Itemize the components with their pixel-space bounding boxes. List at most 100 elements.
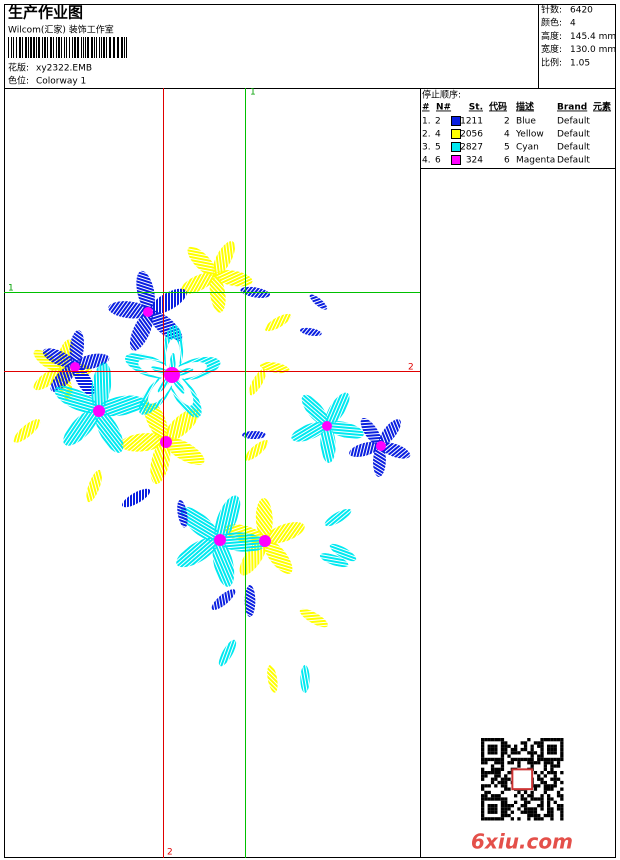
qr-module bbox=[487, 757, 491, 762]
flower-center bbox=[214, 534, 226, 546]
flower-center bbox=[164, 367, 180, 383]
qr-module bbox=[540, 751, 544, 755]
qr-module bbox=[490, 771, 495, 775]
petal bbox=[120, 433, 166, 452]
bar bbox=[109, 37, 111, 58]
description: Yellow bbox=[515, 130, 544, 140]
qr-module bbox=[523, 810, 528, 814]
qr-module bbox=[487, 751, 491, 755]
seq: 2. bbox=[422, 130, 431, 140]
qr-module bbox=[481, 744, 485, 748]
studio: Wilcom(汇家) 装饰工作室 bbox=[8, 24, 114, 36]
petal-shape bbox=[163, 408, 200, 442]
petal bbox=[349, 441, 381, 457]
bar bbox=[19, 37, 21, 58]
petal bbox=[149, 288, 187, 315]
stat-value: 4 bbox=[570, 19, 576, 29]
qr-module bbox=[523, 747, 528, 752]
qr-module bbox=[484, 784, 488, 788]
brand: Default bbox=[557, 117, 590, 127]
qr-module bbox=[490, 804, 495, 808]
bar bbox=[87, 37, 89, 58]
qr-module bbox=[533, 817, 538, 821]
qr-module bbox=[556, 807, 561, 811]
qr-module bbox=[481, 797, 485, 801]
qr-module bbox=[484, 774, 488, 778]
petal bbox=[176, 537, 219, 568]
bar bbox=[66, 37, 67, 58]
petal bbox=[33, 368, 61, 391]
qr-module bbox=[504, 777, 508, 781]
qr-module bbox=[533, 761, 538, 765]
qr-module bbox=[547, 744, 551, 748]
qr-module bbox=[527, 810, 531, 814]
brand: Default bbox=[557, 130, 590, 140]
code: 2 bbox=[504, 117, 510, 127]
petal-shape bbox=[108, 301, 151, 319]
qr-module bbox=[481, 754, 485, 758]
qr-module bbox=[490, 747, 495, 752]
qr-module bbox=[537, 741, 541, 745]
qr-module bbox=[533, 741, 538, 745]
qr-module bbox=[494, 761, 498, 765]
qr-module bbox=[523, 744, 528, 748]
qr-module bbox=[520, 747, 524, 752]
qr-module bbox=[494, 817, 498, 821]
seq: 4. bbox=[422, 156, 431, 166]
petal bbox=[244, 439, 269, 461]
qr-module bbox=[504, 787, 508, 791]
qr-module bbox=[527, 761, 531, 765]
qr-module bbox=[481, 784, 485, 788]
column-header: Brand bbox=[557, 103, 587, 113]
petal bbox=[164, 437, 205, 465]
qr-module bbox=[537, 774, 541, 778]
bar bbox=[126, 37, 127, 58]
qr-module bbox=[560, 817, 564, 821]
petal bbox=[267, 664, 278, 693]
stat-label: 宽度: bbox=[541, 43, 562, 55]
column-header: 代码 bbox=[488, 101, 507, 113]
petal-shape bbox=[63, 408, 100, 446]
petal bbox=[373, 444, 386, 477]
petal-shape bbox=[299, 608, 328, 628]
qr-module bbox=[500, 790, 505, 795]
qr-module bbox=[484, 797, 488, 801]
qr-module bbox=[553, 774, 557, 778]
bar bbox=[85, 37, 86, 58]
qr-module bbox=[540, 741, 544, 745]
qr-module bbox=[550, 757, 554, 762]
seq: 1. bbox=[422, 117, 431, 127]
qr-module bbox=[500, 751, 505, 755]
qr-module bbox=[547, 738, 551, 742]
qr-module bbox=[553, 784, 557, 788]
bar bbox=[113, 37, 115, 58]
petal bbox=[86, 469, 103, 503]
qr-module bbox=[560, 810, 564, 814]
petal-shape bbox=[97, 395, 146, 417]
guide-label: 2 bbox=[408, 363, 414, 373]
qr-module bbox=[507, 804, 511, 808]
petal-shape bbox=[73, 364, 95, 396]
qr-module bbox=[543, 767, 547, 771]
needle: 5 bbox=[435, 143, 441, 153]
petal bbox=[42, 348, 76, 368]
petal-shape bbox=[320, 424, 336, 463]
petal bbox=[129, 311, 153, 351]
stitches: 2056 bbox=[460, 130, 483, 140]
petal bbox=[244, 585, 256, 617]
petal-shape bbox=[120, 433, 166, 452]
code: 5 bbox=[504, 143, 510, 153]
qr-module bbox=[514, 757, 518, 762]
qr-module bbox=[484, 761, 488, 765]
flower-center bbox=[93, 405, 105, 417]
guide-label: 1 bbox=[250, 88, 256, 98]
qr-module bbox=[520, 757, 524, 762]
qr-module bbox=[514, 744, 518, 748]
bar bbox=[72, 37, 73, 58]
qr-module bbox=[500, 757, 505, 762]
qr-module bbox=[560, 797, 564, 801]
petal bbox=[122, 488, 151, 508]
stitches: 2827 bbox=[460, 143, 483, 153]
qr-module bbox=[543, 757, 547, 762]
stat-label: 高度: bbox=[541, 30, 562, 42]
